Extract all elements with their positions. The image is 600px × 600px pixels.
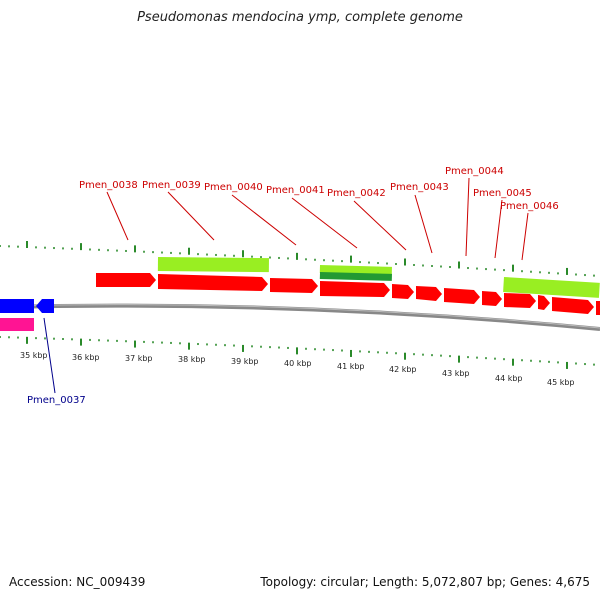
gene-label-pmen-0044: Pmen_0044 bbox=[445, 166, 504, 177]
gene-arrow-pmen-0045 bbox=[482, 291, 502, 306]
green-feature-1 bbox=[157, 257, 269, 273]
pink-feature bbox=[0, 318, 34, 331]
green-feature-3 bbox=[503, 277, 600, 298]
callout-pmen-0041 bbox=[291, 197, 358, 249]
forward-gene-labels: Pmen_0038 Pmen_0039 Pmen_0040 Pmen_0041 … bbox=[79, 166, 559, 212]
green-feature-2 bbox=[319, 264, 392, 275]
callout-pmen-0037 bbox=[43, 317, 56, 394]
gene-arrow-pmen-0048 bbox=[596, 301, 600, 315]
gene-label-pmen-0041: Pmen_0041 bbox=[266, 185, 325, 196]
axis-label: 36 kbp bbox=[72, 353, 100, 362]
axis-label: 45 kbp bbox=[547, 378, 575, 387]
gene-arrow-pmen-0046b bbox=[538, 295, 550, 310]
chromosome-backbone-highlight bbox=[0, 304, 600, 329]
gene-arrow-pmen-0044 bbox=[444, 288, 480, 304]
accession-label: Accession: NC_009439 bbox=[9, 575, 146, 589]
bottom-tick-row bbox=[0, 336, 595, 369]
gene-arrow-pmen-0039 bbox=[158, 274, 268, 291]
gene-arrow-pmen-0041 bbox=[320, 281, 390, 297]
axis-label: 37 kbp bbox=[125, 354, 153, 363]
gene-arrow-pmen-0037 bbox=[36, 299, 54, 313]
callout-pmen-0042 bbox=[353, 200, 407, 251]
callout-pmen-0045 bbox=[494, 199, 503, 259]
axis-label: 38 kbp bbox=[178, 355, 206, 364]
gene-label-pmen-0042: Pmen_0042 bbox=[327, 188, 386, 199]
gene-label-pmen-0045: Pmen_0045 bbox=[473, 188, 532, 199]
top-tick-row bbox=[0, 241, 595, 277]
dark-green-feature-2 bbox=[319, 272, 392, 281]
gene-arrow-pmen-0038 bbox=[96, 273, 156, 287]
axis-label: 44 kbp bbox=[495, 374, 523, 383]
forward-callouts bbox=[106, 177, 529, 261]
gene-arrow-pmen-0046a bbox=[504, 293, 536, 308]
gene-label-pmen-0040: Pmen_0040 bbox=[204, 182, 263, 193]
gene-arrow-pmen-0047 bbox=[552, 297, 594, 314]
map-title: Pseudomonas mendocina ymp, complete geno… bbox=[137, 10, 463, 25]
gene-arrow-pmen-0043 bbox=[416, 286, 442, 301]
axis-label: 40 kbp bbox=[284, 359, 312, 368]
gene-arrow-pmen-0042 bbox=[392, 284, 414, 299]
gene-label-pmen-0043: Pmen_0043 bbox=[390, 182, 449, 193]
gene-label-pmen-0039: Pmen_0039 bbox=[142, 180, 201, 191]
axis-label: 43 kbp bbox=[442, 369, 470, 378]
axis-label: 35 kbp bbox=[20, 351, 48, 360]
callout-pmen-0044 bbox=[465, 177, 470, 257]
chromosome-backbone bbox=[0, 303, 600, 331]
axis-label: 39 kbp bbox=[231, 357, 259, 366]
forward-gene-track bbox=[96, 273, 600, 315]
axis-label: 42 kbp bbox=[389, 365, 417, 374]
callout-pmen-0043 bbox=[414, 194, 433, 254]
genome-summary: Topology: circular; Length: 5,072,807 bp… bbox=[260, 575, 590, 589]
callout-pmen-0046 bbox=[521, 212, 529, 261]
axis-label: 41 kbp bbox=[337, 362, 365, 371]
callout-pmen-0038 bbox=[106, 191, 129, 241]
gene-label-pmen-0037: Pmen_0037 bbox=[27, 395, 86, 406]
axis-labels: 35 kbp 36 kbp 37 kbp 38 kbp 39 kbp 40 kb… bbox=[20, 351, 575, 387]
callout-pmen-0039 bbox=[167, 191, 215, 241]
gene-arrow-pmen-0040 bbox=[270, 278, 318, 293]
callout-pmen-0040 bbox=[231, 194, 297, 246]
gene-label-pmen-0038: Pmen_0038 bbox=[79, 180, 138, 191]
reverse-gene-track bbox=[0, 299, 54, 331]
gene-label-pmen-0046: Pmen_0046 bbox=[500, 201, 559, 212]
gene-block-pmen-0036 bbox=[0, 299, 34, 313]
